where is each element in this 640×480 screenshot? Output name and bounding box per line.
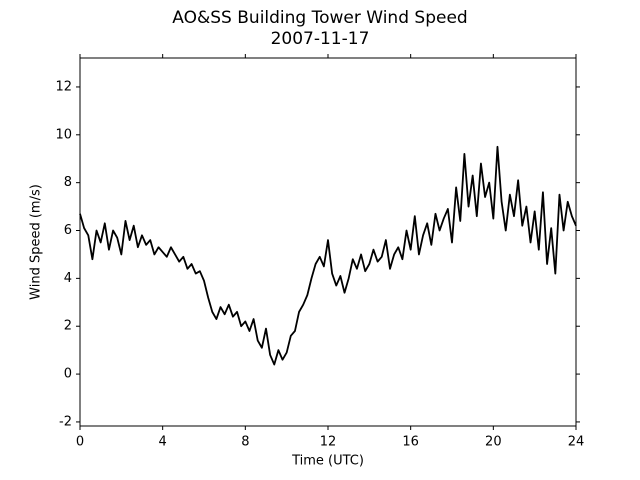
y-tick-label: -2 xyxy=(59,414,72,429)
y-tick-label: 6 xyxy=(64,223,72,238)
x-tick-label: 20 xyxy=(485,435,502,450)
y-axis-label: Wind Speed (m/s) xyxy=(29,184,44,300)
chart-subtitle: 2007-11-17 xyxy=(271,29,370,49)
y-tick-label: 10 xyxy=(55,127,72,142)
y-tick-label: 0 xyxy=(64,367,72,382)
x-axis-label: Time (UTC) xyxy=(291,454,364,469)
y-tick-label: 12 xyxy=(55,79,72,94)
line xyxy=(79,145,577,366)
x-tick-label: 16 xyxy=(402,435,419,450)
x-tick-label: 12 xyxy=(320,435,337,450)
y-tick-label: 8 xyxy=(64,175,72,190)
x-tick-label: 0 xyxy=(76,435,84,450)
plot-frame xyxy=(79,57,577,427)
x-tick-label: 24 xyxy=(568,435,585,450)
chart-title: AO&SS Building Tower Wind Speed xyxy=(172,8,467,28)
y-tick-label: 4 xyxy=(64,271,72,286)
x-tick-label: 4 xyxy=(159,435,167,450)
x-tick-label: 8 xyxy=(241,435,249,450)
y-tick-label: 2 xyxy=(64,319,72,334)
